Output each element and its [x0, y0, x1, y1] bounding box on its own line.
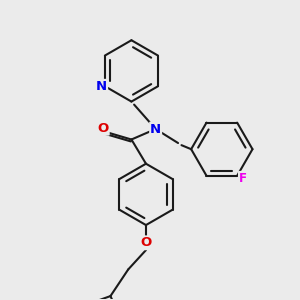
Text: N: N: [150, 122, 161, 136]
Text: N: N: [96, 80, 107, 93]
Text: F: F: [239, 172, 247, 185]
Text: O: O: [98, 122, 109, 135]
Text: O: O: [140, 236, 152, 249]
